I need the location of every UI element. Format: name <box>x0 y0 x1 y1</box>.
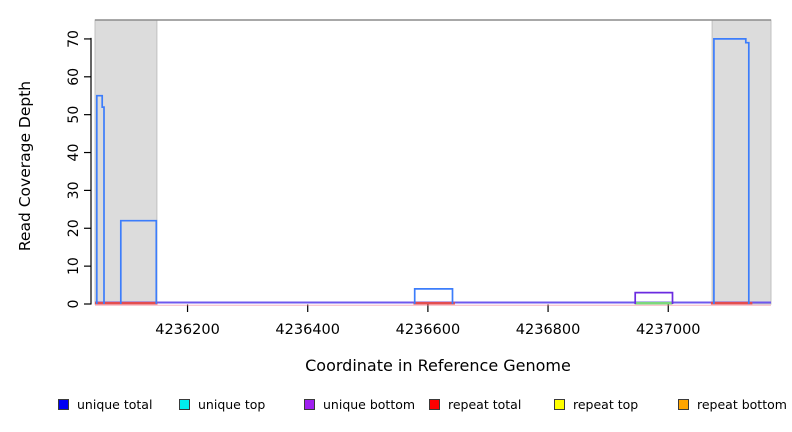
legend-item-unique-top: unique top <box>179 394 265 414</box>
y-tick-label: 40 <box>66 144 82 162</box>
x-tick-label: 4236800 <box>516 322 581 338</box>
chart-legend: unique total unique top unique bottom repea… <box>0 394 792 418</box>
y-axis-title: Read Coverage Depth <box>16 81 34 251</box>
x-tick-label: 4236400 <box>275 322 340 338</box>
y-tick-label: 20 <box>66 219 82 237</box>
y-tick-label: 0 <box>66 300 82 309</box>
repeat-region-shade <box>94 19 158 305</box>
legend-swatch <box>304 398 315 410</box>
legend-label: unique total <box>77 396 153 412</box>
legend-item-unique-total: unique total <box>58 394 152 414</box>
coverage-chart: 0 10 20 30 40 50 60 70 4236200 4236400 4236600 4236… <box>16 19 772 375</box>
repeat-region-shade <box>711 19 772 305</box>
y-tick-label: 50 <box>66 106 82 124</box>
legend-swatch <box>179 398 190 410</box>
legend-swatch <box>58 398 69 410</box>
legend-item-repeat-top: repeat top <box>554 394 638 414</box>
y-tick-label: 30 <box>66 181 82 199</box>
legend-label: repeat total <box>448 396 522 412</box>
legend-swatch <box>554 398 565 410</box>
y-tick-label: 70 <box>66 30 82 48</box>
legend-item-repeat-total: repeat total <box>429 394 521 414</box>
y-tick-label: 10 <box>66 257 82 275</box>
legend-swatch <box>429 398 440 410</box>
legend-label: repeat top <box>573 396 639 412</box>
x-axis-title: Coordinate in Reference Genome <box>305 356 571 375</box>
legend-label: unique bottom <box>323 396 416 412</box>
x-tick-label: 4237000 <box>636 322 701 338</box>
x-tick-label: 4236200 <box>155 322 220 338</box>
coverage-trace-unique-bottom <box>634 291 674 304</box>
legend-item-unique-bottom: unique bottom <box>304 394 415 414</box>
legend-item-repeat-bottom: repeat bottom <box>678 394 787 414</box>
x-tick-label: 4236600 <box>396 322 461 338</box>
legend-label: repeat bottom <box>697 396 787 412</box>
legend-label: unique top <box>198 396 266 412</box>
coverage-trace-unique-total <box>95 38 750 304</box>
legend-swatch <box>678 398 689 410</box>
y-tick-label: 60 <box>66 68 82 86</box>
